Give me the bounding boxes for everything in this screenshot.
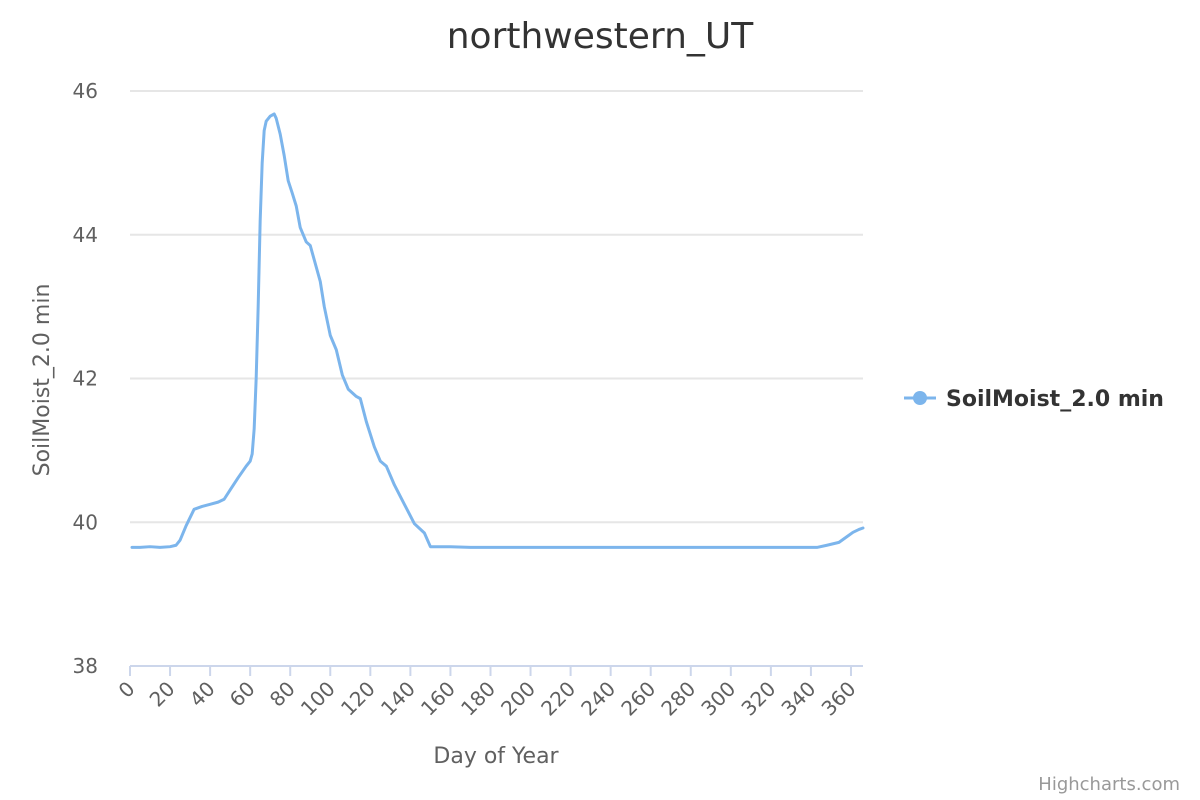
legend[interactable]: SoilMoist_2.0 min — [904, 387, 1164, 412]
y-axis-title: SoilMoist_2.0 min — [30, 284, 55, 477]
credits-link[interactable]: Highcharts.com — [1038, 774, 1180, 795]
y-tick-label: 40 — [73, 510, 98, 534]
x-tick-label: 180 — [456, 677, 500, 721]
x-tick-label: 240 — [576, 677, 620, 721]
y-tick-label: 44 — [73, 223, 98, 247]
legend-item-label[interactable]: SoilMoist_2.0 min — [946, 387, 1164, 412]
x-tick-label: 140 — [376, 677, 420, 721]
x-tick-label: 320 — [736, 677, 780, 721]
x-tick-label: 80 — [265, 677, 300, 712]
x-tick-label: 120 — [336, 677, 380, 721]
grid-lines — [130, 90, 863, 524]
x-tick-label: 60 — [225, 677, 260, 712]
x-tick-label: 200 — [496, 677, 540, 721]
x-tick-label: 220 — [536, 677, 580, 721]
x-tick-label: 360 — [817, 677, 861, 721]
x-tick-label: 160 — [416, 677, 460, 721]
x-tick-label: 100 — [296, 677, 340, 721]
y-tick-label: 46 — [73, 79, 98, 103]
x-axis-title: Day of Year — [433, 744, 559, 769]
plot-area — [130, 112, 865, 549]
x-tick-label: 40 — [185, 677, 220, 712]
legend-marker-icon — [913, 391, 927, 405]
x-axis: 0 20 40 60 801001201401601802002202402602803… — [114, 665, 863, 721]
x-tick-label: 300 — [696, 677, 740, 721]
x-tick-label: 340 — [776, 677, 820, 721]
y-tick-label: 38 — [73, 654, 98, 678]
x-tick-label: 0 — [114, 677, 140, 703]
y-tick-label: 42 — [73, 367, 98, 391]
chart-title: northwestern_UT — [447, 16, 755, 57]
x-tick-label: 20 — [145, 677, 180, 712]
series-line[interactable] — [130, 112, 865, 549]
y-axis: 38 40 42 44 46 — [73, 79, 98, 678]
x-tick-label: 260 — [616, 677, 660, 721]
x-tick-label: 280 — [656, 677, 700, 721]
